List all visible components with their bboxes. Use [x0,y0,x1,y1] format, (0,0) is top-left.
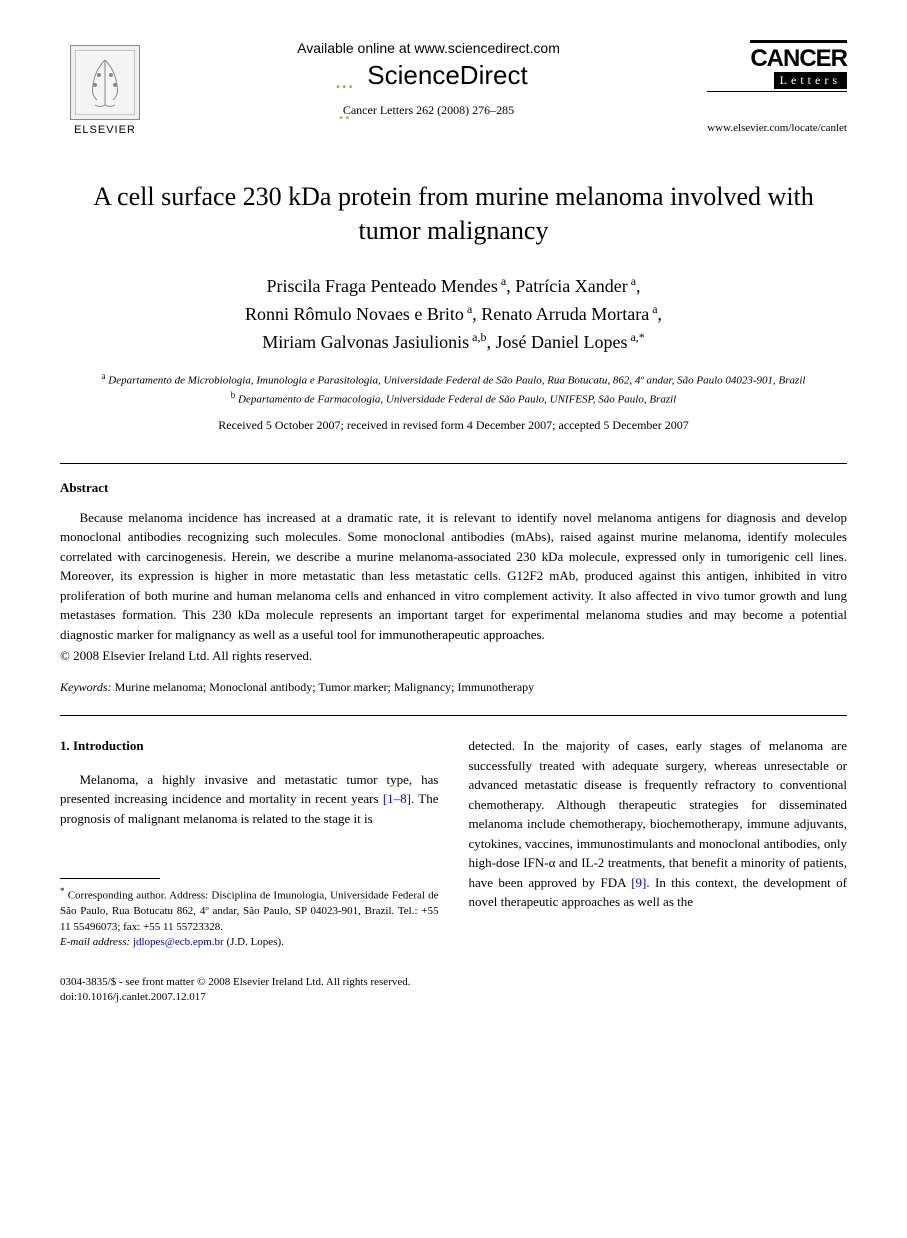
abstract-heading: Abstract [60,480,847,496]
center-header: Available online at www.sciencedirect.co… [150,40,707,118]
article-dates: Received 5 October 2007; received in rev… [60,418,847,433]
keywords-block: Keywords: Murine melanoma; Monoclonal an… [60,680,847,695]
author-6: José Daniel Lopes [496,332,628,352]
introduction-heading: 1. Introduction [60,736,439,756]
keywords-label: Keywords: [60,680,112,694]
author-5: Miriam Galvonas Jasiulionis [262,332,469,352]
section-rule-2 [60,715,847,716]
publisher-name: ELSEVIER [74,124,136,136]
author-3: Ronni Rômulo Novaes e Brito [245,304,464,324]
body-columns: 1. Introduction Melanoma, a highly invas… [60,736,847,950]
footnote-separator [60,878,160,879]
authors-block: Priscila Fraga Penteado Mendes a, Patríc… [60,272,847,356]
email-author: (J.D. Lopes). [226,936,283,948]
author-1: Priscila Fraga Penteado Mendes [266,276,497,296]
available-online-text: Available online at www.sciencedirect.co… [170,40,687,56]
keywords-text: Murine melanoma; Monoclonal antibody; Tu… [115,680,535,694]
author-1-affil: a [498,274,506,288]
journal-reference: Cancer Letters 262 (2008) 276–285 [170,103,687,118]
author-3-affil: a [464,302,472,316]
column-left: 1. Introduction Melanoma, a highly invas… [60,736,439,950]
sciencedirect-text: ScienceDirect [367,60,527,91]
email-label: E-mail address: [60,936,130,948]
corresponding-text: Corresponding author. Address: Disciplin… [60,890,439,933]
journal-logo-rule [707,91,847,92]
elsevier-tree-icon [70,45,140,120]
affiliations-block: a Departamento de Microbiologia, Imunolo… [60,370,847,408]
journal-logo: CANCER Letters www.elsevier.com/locate/c… [707,40,847,134]
corresponding-author-footnote: * Corresponding author. Address: Discipl… [60,885,439,950]
ref-link-9[interactable]: [9] [631,875,646,890]
sciencedirect-dots-icon [329,66,359,86]
column-right: detected. In the majority of cases, earl… [469,736,848,950]
abstract-copyright: © 2008 Elsevier Ireland Ltd. All rights … [60,648,847,664]
journal-url[interactable]: www.elsevier.com/locate/canlet [707,122,847,134]
intro-para-1: Melanoma, a highly invasive and metastat… [60,770,439,829]
author-6-affil: a,* [627,330,644,344]
ref-link-1-8[interactable]: [1–8] [383,791,411,806]
journal-name-line2: Letters [774,72,847,89]
abstract-text: Because melanoma incidence has increased… [60,508,847,645]
section-rule-1 [60,463,847,464]
author-2-affil: a [628,274,636,288]
intro-para-2: detected. In the majority of cases, earl… [469,736,848,912]
affiliation-b: Departamento de Farmacologia, Universida… [238,393,676,405]
author-2: Patrícia Xander [515,276,627,296]
author-4-affil: a [649,302,657,316]
article-title: A cell surface 230 kDa protein from muri… [60,180,847,248]
email-link[interactable]: jdlopes@ecb.epm.br [133,936,224,948]
doi-line: doi:10.1016/j.canlet.2007.12.017 [60,990,847,1005]
author-5-affil: a,b [469,330,486,344]
author-4: Renato Arruda Mortara [481,304,649,324]
journal-name-line1: CANCER [750,40,847,73]
issn-line: 0304-3835/$ - see front matter © 2008 El… [60,975,847,990]
elsevier-logo: ELSEVIER [60,40,150,140]
page-footer: 0304-3835/$ - see front matter © 2008 El… [60,975,847,1006]
header-row: ELSEVIER Available online at www.science… [60,40,847,140]
affiliation-a: Departamento de Microbiologia, Imunologi… [108,374,805,386]
sciencedirect-logo: ScienceDirect [170,60,687,91]
